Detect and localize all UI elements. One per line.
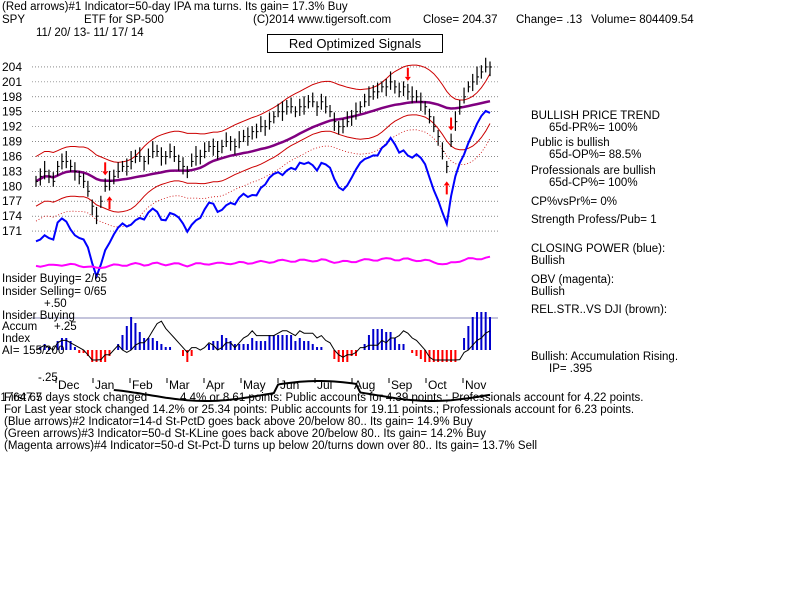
obv-line	[35, 255, 491, 270]
footer-line1-overlay: 17647.7	[0, 392, 42, 404]
footer-first-65-days: First 65 days stock changed 17647.7	[0, 392, 147, 405]
lower-band-line	[35, 114, 491, 213]
x-month-label: Aug	[354, 378, 375, 392]
accumulation-status: Bullish: Accumulation Rising.	[531, 351, 679, 363]
cp-vs-pr: CP%vsPr%= 0%	[531, 196, 617, 208]
signal-arrow-head	[404, 76, 411, 81]
copyright: (C)2014 www.tigersoft.com	[253, 14, 392, 26]
obv-label: OBV (magenta):	[531, 274, 615, 286]
obv-status: Bullish	[531, 286, 565, 298]
ai-value: AI= 155/200	[2, 345, 65, 357]
insider-buying: Insider Buying= 2/65	[2, 273, 108, 285]
strength-ratio: Strength Profess/Pub= 1	[531, 214, 657, 226]
closing-power-status: Bullish	[531, 255, 565, 267]
footer-blue-arrows: (Blue arrows)#2 Indicator=14-d St-PctD g…	[4, 416, 473, 428]
x-month-label: Nov	[465, 378, 486, 392]
y-tick-label: 195	[2, 105, 22, 119]
accum-tick-minus25: -.25	[38, 372, 58, 384]
accum-tick-plus25: +.25	[54, 321, 77, 333]
x-month-label: Jun	[280, 378, 299, 392]
y-tick-label: 177	[2, 194, 22, 208]
ticker-description: ETF for SP-500	[84, 14, 164, 26]
index-label: Index	[2, 333, 31, 345]
accum-label: Accum	[2, 321, 38, 333]
y-tick-label: 198	[2, 90, 22, 104]
volume-value: Volume= 804409.54	[591, 14, 694, 26]
indicator-1-caption: (Red arrows)#1 Indicator=50-day IPA ma t…	[2, 1, 348, 13]
y-tick-label: 180	[2, 179, 22, 193]
x-month-label: Jul	[317, 378, 332, 392]
footer-last-year: For Last year stock changed 14.2% or 25.…	[4, 404, 635, 416]
y-tick-label: 204	[2, 60, 22, 74]
footer-magenta-arrows: (Magenta arrows)#4 Indicator=50-d St-Pct…	[4, 440, 538, 452]
rel-strength-line	[113, 380, 491, 402]
rel-strength-label: REL.STR..VS DJI (brown):	[531, 304, 668, 316]
y-tick-label: 174	[2, 209, 22, 223]
chart-title: Red Optimized Signals	[267, 34, 443, 53]
x-month-label: Dec	[58, 378, 79, 392]
accum-ma-line	[35, 320, 491, 361]
accum-tick-plus50: +.50	[44, 298, 67, 310]
y-tick-label: 183	[2, 164, 22, 178]
x-month-label: Sep	[391, 378, 413, 392]
y-tick-label: 186	[2, 149, 22, 163]
insider-buying-label: Insider Buying	[2, 310, 75, 322]
signal-arrow-head	[106, 196, 113, 201]
closing-power-line	[35, 109, 491, 280]
x-month-label: Mar	[169, 378, 190, 392]
ticker-symbol: SPY	[2, 14, 26, 26]
y-tick-label: 201	[2, 75, 22, 89]
closing-power-label: CLOSING POWER (blue):	[531, 243, 666, 255]
signal-arrow-head	[443, 181, 450, 186]
public-status: Public is bullish	[531, 137, 610, 149]
x-month-label: Jan	[95, 378, 114, 392]
date-range: 11/ 20/ 13- 11/ 17/ 14	[36, 27, 144, 39]
insider-selling: Insider Selling= 0/65	[2, 286, 107, 298]
moving-average-line	[35, 99, 491, 183]
price-trend: BULLISH PRICE TREND	[531, 110, 660, 122]
cp-value: 65d-CP%= 100%	[549, 177, 638, 189]
footer-line1-end: 4.4% or 8.61 points: Public accounts for…	[180, 392, 644, 404]
footer-green-arrows: (Green arrows)#3 Indicator=50-d St-KLine…	[4, 428, 487, 440]
x-month-label: Apr	[206, 378, 225, 392]
upper-band-line	[35, 64, 491, 163]
x-month-label: May	[243, 378, 266, 392]
pr-value: 65d-PR%= 100%	[549, 122, 638, 134]
y-tick-label: 171	[2, 224, 22, 238]
op-value: 65d-OP%= 88.5%	[549, 149, 642, 161]
footer-line1-start: First 65 days stock changed	[4, 392, 148, 404]
signal-arrow-head	[102, 171, 109, 176]
x-month-label: Oct	[428, 378, 447, 392]
ip-value: IP= .395	[549, 363, 593, 375]
x-month-label: Feb	[132, 378, 153, 392]
y-tick-label: 192	[2, 120, 22, 134]
lower-dotted-band	[35, 129, 491, 228]
change-value: Change= .13	[516, 14, 583, 26]
y-tick-label: 189	[2, 135, 22, 149]
close-value: Close= 204.37	[423, 14, 498, 26]
signal-arrow-head	[448, 126, 455, 131]
professionals-status: Professionals are bullish	[531, 165, 656, 177]
